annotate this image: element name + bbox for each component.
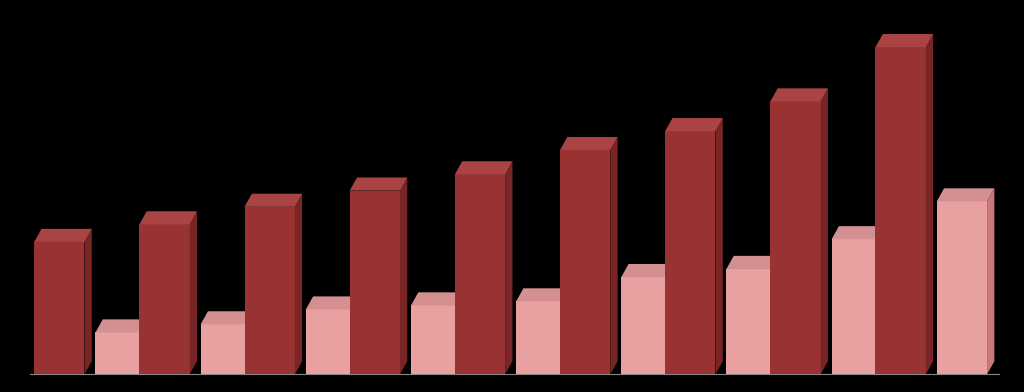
Polygon shape: [937, 201, 987, 374]
Polygon shape: [145, 319, 153, 374]
Polygon shape: [349, 191, 400, 374]
Polygon shape: [666, 131, 716, 374]
Polygon shape: [726, 269, 777, 374]
Polygon shape: [831, 226, 889, 239]
Polygon shape: [95, 319, 153, 332]
Polygon shape: [820, 88, 828, 374]
Polygon shape: [770, 102, 820, 374]
Polygon shape: [461, 292, 469, 374]
Polygon shape: [726, 256, 784, 269]
Polygon shape: [201, 324, 251, 374]
Polygon shape: [411, 305, 461, 374]
Polygon shape: [95, 332, 145, 374]
Polygon shape: [666, 118, 723, 131]
Polygon shape: [516, 301, 566, 374]
Polygon shape: [560, 150, 610, 374]
Polygon shape: [505, 161, 512, 374]
Polygon shape: [672, 264, 679, 374]
Polygon shape: [251, 311, 258, 374]
Polygon shape: [139, 211, 197, 224]
Polygon shape: [349, 178, 408, 191]
Polygon shape: [189, 211, 197, 374]
Polygon shape: [85, 229, 92, 374]
Polygon shape: [926, 34, 933, 374]
Polygon shape: [777, 256, 784, 374]
Polygon shape: [516, 288, 573, 301]
Polygon shape: [831, 239, 882, 374]
Polygon shape: [34, 229, 92, 242]
Polygon shape: [455, 161, 512, 174]
Polygon shape: [356, 296, 364, 374]
Polygon shape: [770, 88, 828, 102]
Polygon shape: [610, 137, 617, 374]
Polygon shape: [306, 310, 356, 374]
Polygon shape: [201, 311, 258, 324]
Polygon shape: [987, 188, 994, 374]
Polygon shape: [139, 224, 189, 374]
Polygon shape: [566, 288, 573, 374]
Polygon shape: [455, 174, 505, 374]
Polygon shape: [34, 242, 85, 374]
Polygon shape: [306, 296, 364, 310]
Polygon shape: [400, 178, 408, 374]
Polygon shape: [560, 137, 617, 150]
Polygon shape: [295, 194, 302, 374]
Polygon shape: [245, 194, 302, 207]
Polygon shape: [937, 188, 994, 201]
Polygon shape: [245, 207, 295, 374]
Polygon shape: [411, 292, 469, 305]
Polygon shape: [876, 47, 926, 374]
Polygon shape: [622, 277, 672, 374]
Polygon shape: [716, 118, 723, 374]
Polygon shape: [882, 226, 889, 374]
Polygon shape: [622, 264, 679, 277]
Polygon shape: [876, 34, 933, 47]
